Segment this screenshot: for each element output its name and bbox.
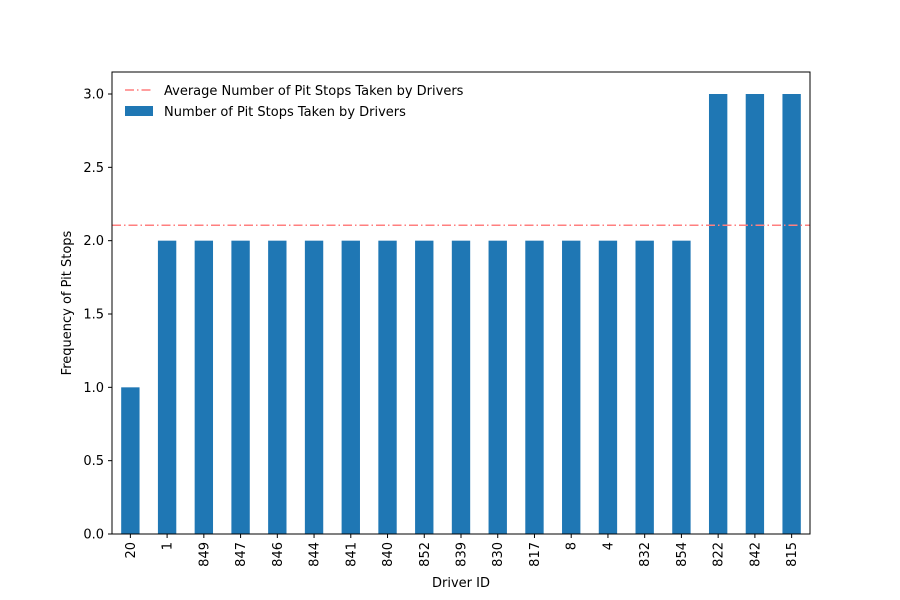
- x-tick-label: 849: [197, 542, 212, 567]
- legend: Average Number of Pit Stops Taken by Dri…: [125, 84, 464, 120]
- x-tick-label: 20: [124, 542, 139, 559]
- bar: [121, 387, 140, 534]
- bar: [598, 240, 618, 534]
- y-tick-label: 2.0: [83, 234, 104, 249]
- y-tick-label: 0.0: [83, 528, 104, 543]
- x-tick-label: 839: [455, 542, 470, 567]
- x-tick-label: 1: [161, 542, 176, 550]
- x-tick-label: 846: [271, 542, 286, 567]
- x-tick-label: 842: [748, 542, 763, 567]
- x-axis-title: Driver ID: [432, 576, 490, 591]
- legend-average-label: Average Number of Pit Stops Taken by Dri…: [164, 84, 464, 99]
- x-axis: 20 1 849 847 846 844 841 840 852 839 830 817 8 4 832 85…: [124, 534, 800, 567]
- y-tick-label: 0.5: [83, 454, 104, 469]
- bar: [341, 240, 360, 534]
- bar: [194, 240, 214, 534]
- x-tick-label: 852: [418, 542, 433, 567]
- bar: [782, 94, 801, 534]
- bar: [525, 240, 544, 534]
- bar: [268, 240, 287, 534]
- bar: [635, 240, 654, 534]
- x-tick-label: 854: [675, 542, 690, 567]
- bar: [415, 240, 434, 534]
- y-tick-label: 1.0: [83, 381, 104, 396]
- x-tick-label: 822: [712, 542, 727, 567]
- bar: [672, 240, 691, 534]
- x-tick-label: 840: [381, 542, 396, 567]
- y-axis-title: Frequency of Pit Stops: [60, 230, 75, 375]
- bar: [745, 94, 765, 534]
- bars-layer: [121, 94, 801, 534]
- x-tick-label: 815: [785, 542, 800, 567]
- x-tick-label: 830: [491, 542, 506, 567]
- x-tick-label: 844: [308, 542, 323, 567]
- x-tick-label: 817: [528, 542, 543, 567]
- y-tick-label: 2.5: [83, 161, 104, 176]
- bar: [378, 240, 397, 534]
- y-axis: 0.0 0.5 1.0 1.5 2.0 2.5 3.0: [83, 88, 112, 543]
- x-tick-label: 841: [344, 542, 359, 567]
- legend-bar-swatch: [125, 106, 153, 116]
- legend-bar-label: Number of Pit Stops Taken by Drivers: [164, 105, 406, 120]
- y-tick-label: 3.0: [83, 88, 104, 103]
- y-tick-label: 1.5: [83, 308, 104, 323]
- x-tick-label: 8: [565, 542, 580, 550]
- bar: [451, 240, 471, 534]
- bar: [488, 240, 507, 534]
- x-tick-label: 847: [234, 542, 249, 567]
- x-tick-label: 4: [601, 542, 616, 550]
- bar: [708, 94, 728, 534]
- bar: [157, 240, 177, 534]
- bar: [231, 240, 250, 534]
- bar: [304, 240, 324, 534]
- x-tick-label: 832: [638, 542, 653, 567]
- bar: [562, 240, 581, 534]
